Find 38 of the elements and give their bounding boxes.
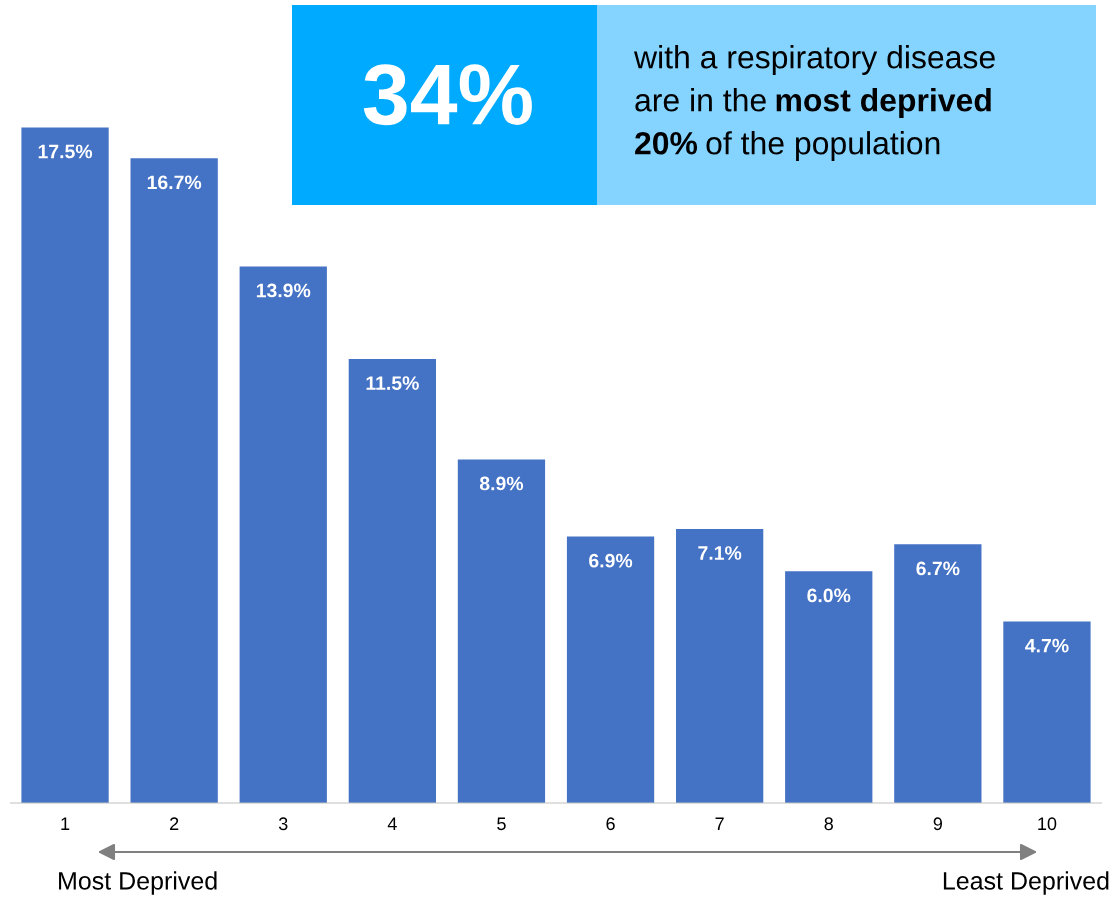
data-label: 7.1% [698,546,742,560]
x-tick-label: 10 [1038,817,1057,831]
annotation: with a respiratory disease [633,45,995,75]
data-label: 11.5% [366,376,419,390]
annotation: most deprived [776,88,991,118]
data-label: 6.9% [589,553,633,568]
bar [785,571,873,803]
data-label: 17.5% [38,144,93,159]
x-tick-label: 3 [278,817,288,831]
bar [676,528,764,803]
bar [21,127,109,803]
data-label: 4.7% [1025,638,1069,653]
x-tick-label: 4 [387,817,397,830]
data-label: 13.9% [256,283,311,298]
x-tick-label: 5 [497,817,506,831]
x-tick-label: 1 [61,817,70,830]
bar [239,266,327,803]
bar [894,544,982,803]
annotation: 34% [363,64,532,126]
bar [457,459,546,803]
x-tick-label: 9 [933,817,943,831]
x-tick-label: 2 [170,817,179,830]
text: Least Deprived [943,871,1109,895]
x-tick-label: 8 [824,817,833,831]
data-label: 8.9% [479,476,524,491]
x-tick-label: 6 [606,817,615,831]
annotation: 20% [635,131,698,155]
bar [566,536,655,803]
data-label: 16.7% [147,175,202,190]
annotation: of the population [706,131,940,161]
data-label: 6.7% [916,561,960,576]
x-tick-label: 7 [715,817,724,830]
bar [130,158,218,803]
bar [1003,621,1091,803]
data-label: 6.0% [807,588,851,603]
bar [348,359,436,803]
annotation: are in the [635,88,766,112]
text: Most Deprived [59,871,217,895]
